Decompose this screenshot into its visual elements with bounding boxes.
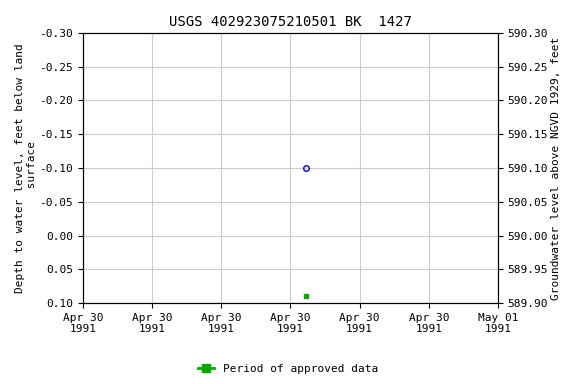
Title: USGS 402923075210501 BK  1427: USGS 402923075210501 BK 1427 bbox=[169, 15, 412, 29]
Y-axis label: Groundwater level above NGVD 1929, feet: Groundwater level above NGVD 1929, feet bbox=[551, 36, 561, 300]
Legend: Period of approved data: Period of approved data bbox=[193, 359, 383, 379]
Y-axis label: Depth to water level, feet below land
 surface: Depth to water level, feet below land su… bbox=[15, 43, 37, 293]
